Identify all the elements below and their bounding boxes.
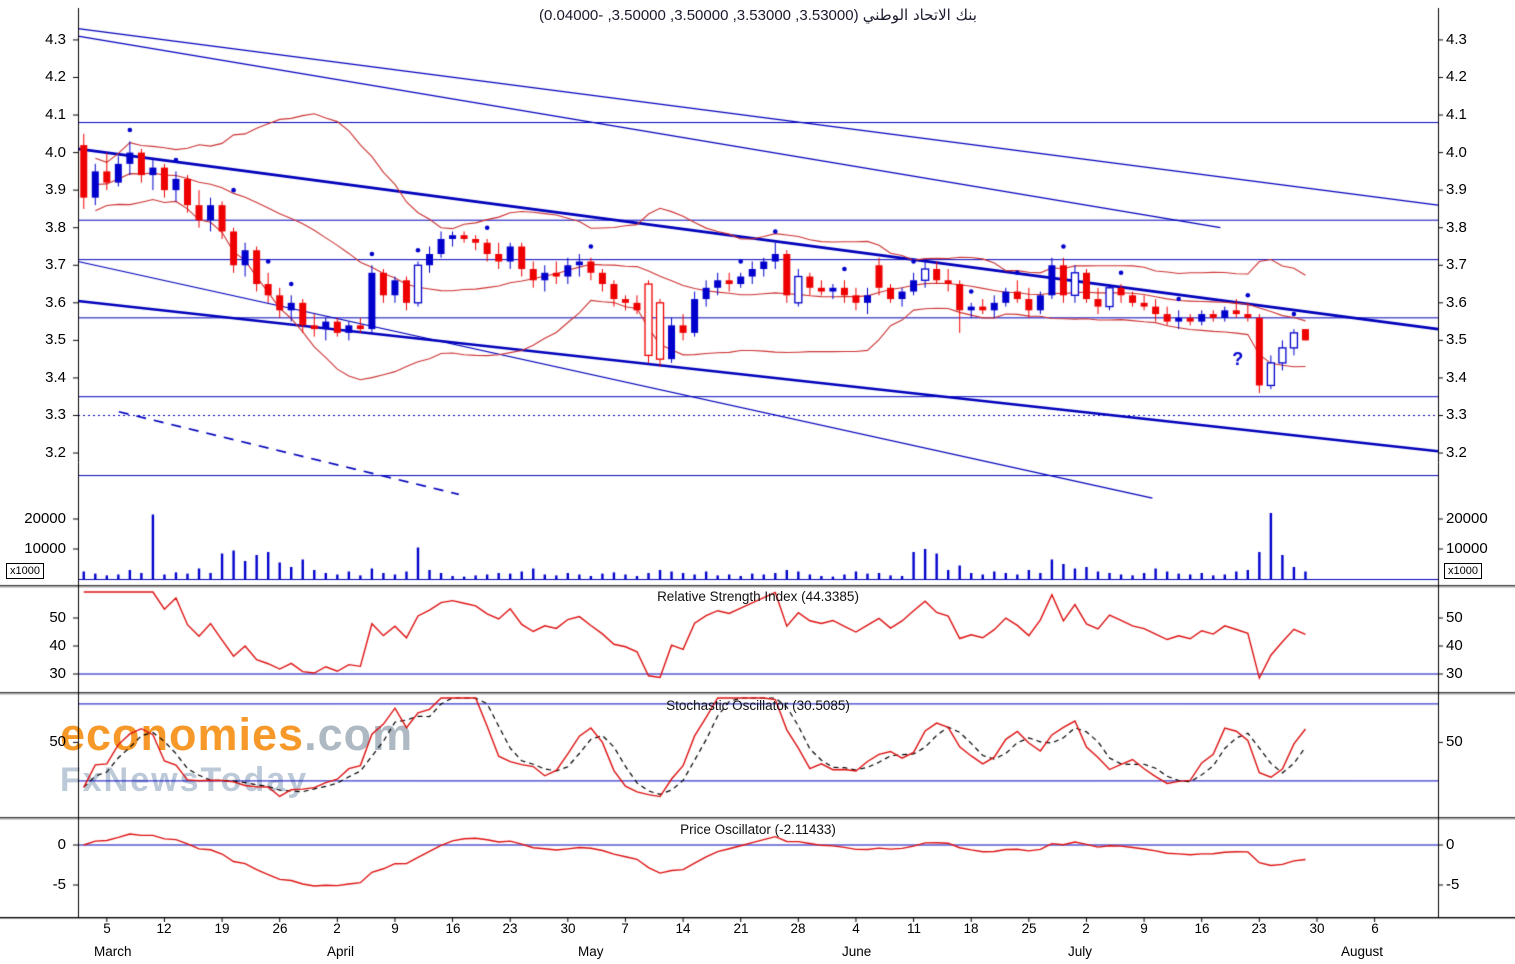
chart-canvas[interactable]	[0, 0, 1515, 964]
chart-window: economies.com FxNewsToday بنك الاتحاد ال…	[0, 0, 1515, 964]
